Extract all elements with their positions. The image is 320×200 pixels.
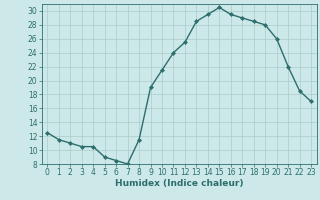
X-axis label: Humidex (Indice chaleur): Humidex (Indice chaleur) — [115, 179, 244, 188]
